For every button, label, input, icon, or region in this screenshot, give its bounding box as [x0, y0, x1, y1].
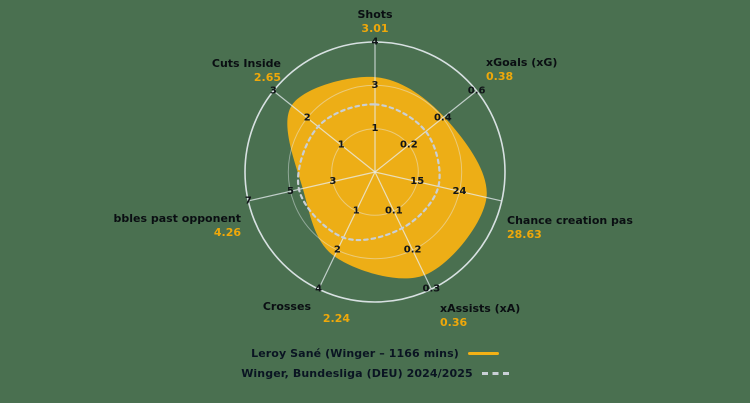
- axis-label: xAssists (xA): [440, 302, 520, 315]
- tick-label: 7: [245, 195, 252, 206]
- tick-label: 3: [372, 80, 379, 91]
- tick-label: 0.2: [404, 245, 422, 256]
- tick-label: 1: [338, 140, 345, 151]
- axis-player-value: 0.38: [486, 70, 513, 83]
- axis-player-value: 2.65: [254, 71, 281, 84]
- axis-label: Shots: [357, 8, 393, 21]
- axis-label: xGoals (xG): [486, 56, 557, 69]
- legend-player-line-swatch: [467, 352, 499, 355]
- axis-label: Chance creation pas: [507, 214, 633, 227]
- tick-label: 3: [329, 176, 336, 187]
- tick-label: 1: [372, 123, 379, 134]
- axis-player-value: 4.26: [214, 226, 241, 239]
- axis-label: Cuts Inside: [212, 57, 281, 70]
- tick-label: 0.6: [468, 85, 486, 96]
- tick-label: 0.1: [385, 206, 403, 217]
- axis-player-value: 3.01: [361, 22, 388, 35]
- tick-label: 4: [315, 284, 322, 295]
- legend-item-player: Leroy Sané (Winger – 1166 mins): [251, 347, 499, 360]
- player-area: [287, 76, 487, 279]
- tick-label: 2: [304, 112, 311, 123]
- axis-spoke: [273, 90, 376, 173]
- tick-label: 3: [270, 85, 277, 96]
- tick-label: 1: [353, 206, 360, 217]
- chart-legend: Leroy Sané (Winger – 1166 mins) Winger, …: [0, 347, 750, 380]
- axis-spoke: [318, 171, 376, 290]
- legend-average-dashed-swatch: [481, 372, 509, 375]
- axis-label: bbles past opponent: [113, 212, 241, 225]
- axis-player-value: 0.36: [440, 316, 467, 329]
- tick-label: 4: [372, 37, 379, 48]
- legend-average-label: Winger, Bundesliga (DEU) 2024/2025: [241, 367, 473, 380]
- tick-label: 0.2: [400, 140, 418, 151]
- axis-player-value: 2.24: [323, 312, 350, 325]
- tick-label: 24: [453, 186, 467, 197]
- axis-spoke: [248, 171, 376, 202]
- tick-label: 0.4: [434, 112, 452, 123]
- tick-label: 2: [334, 245, 341, 256]
- axis-label: Crosses: [263, 300, 312, 313]
- average-outline: [297, 103, 441, 242]
- legend-item-average: Winger, Bundesliga (DEU) 2024/2025: [241, 367, 509, 380]
- legend-player-label: Leroy Sané (Winger – 1166 mins): [251, 347, 459, 360]
- axis-player-value: 28.63: [507, 228, 542, 241]
- tick-label: 15: [410, 176, 424, 187]
- tick-label: 5: [287, 186, 294, 197]
- axis-spoke: [374, 171, 432, 290]
- tick-label: 0.3: [423, 284, 441, 295]
